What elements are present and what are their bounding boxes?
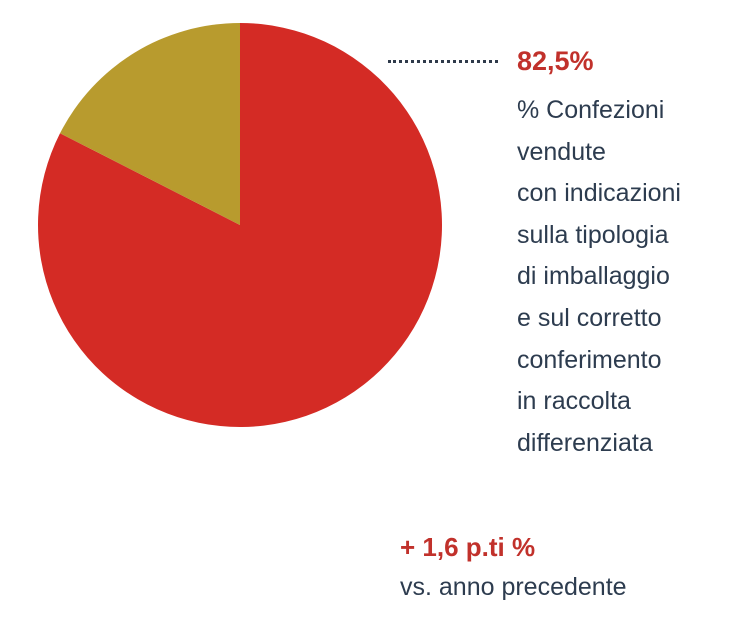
leader-line	[388, 60, 498, 63]
description-line: con indicazioni	[517, 179, 681, 208]
description-line: % Confezioni	[517, 96, 665, 124]
comparison-text: vs. anno precedente	[400, 573, 627, 601]
description-line: differenziata	[517, 428, 653, 457]
slice-value-label: 82,5%	[517, 46, 594, 76]
description-line: sulla tipologia	[517, 220, 669, 249]
description-line: in raccolta	[517, 387, 631, 416]
description-line: conferimento	[517, 345, 662, 374]
description-line: di imballaggio	[517, 262, 670, 291]
slice-description: % Confezioni vendute con indicazioni sul…	[517, 90, 741, 464]
description-line: vendute	[517, 137, 606, 166]
pie-slice-2	[60, 23, 240, 225]
description-line: e sul corretto	[517, 303, 662, 332]
pie-slice-1	[38, 23, 443, 428]
delta-value: + 1,6 p.ti %	[400, 532, 536, 562]
